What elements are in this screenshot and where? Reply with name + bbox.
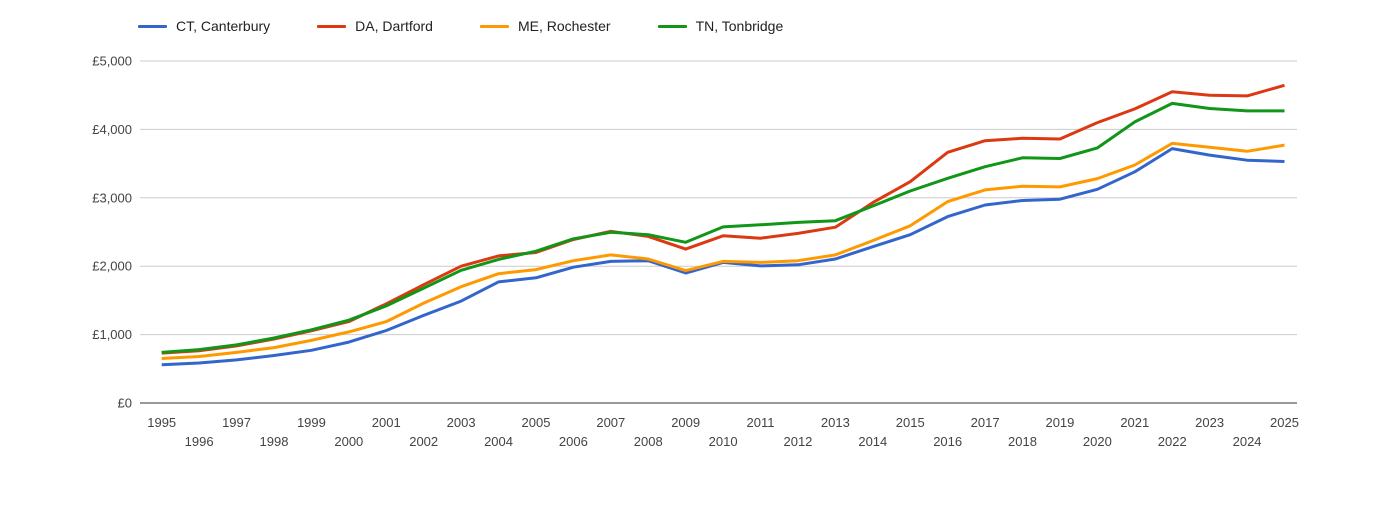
- legend-item-tn-tonbridge: TN, Tonbridge: [657, 18, 784, 34]
- x-tick-label: 2023: [1195, 415, 1224, 430]
- y-tick-label: £5,000: [92, 54, 132, 69]
- series-line-me[interactable]: [161, 141, 1285, 360]
- legend-item-me-rochester: ME, Rochester: [479, 18, 611, 34]
- x-tick-label: 1997: [222, 415, 251, 430]
- x-tick-label: 2017: [971, 415, 1000, 430]
- y-tick-label: £4,000: [92, 122, 132, 137]
- x-tick-label: 1995: [147, 415, 176, 430]
- x-tick-label: 2005: [522, 415, 551, 430]
- x-tick-label: 1999: [297, 415, 326, 430]
- x-tick-label: 2019: [1045, 415, 1074, 430]
- x-tick-label: 2006: [559, 434, 588, 449]
- x-tick-label: 2020: [1083, 434, 1112, 449]
- y-tick-label: £0: [118, 396, 132, 411]
- legend-label-tn-tonbridge: TN, Tonbridge: [695, 18, 784, 34]
- data-series[interactable]: [161, 83, 1285, 367]
- x-tick-label: 2021: [1120, 415, 1149, 430]
- legend-item-ct-canterbury: CT, Canterbury: [138, 18, 270, 34]
- legend-label-da-dartford: DA, Dartford: [355, 18, 433, 34]
- legend-swatch-ct-canterbury: [138, 24, 167, 28]
- y-axis-labels: £0 £1,000 £2,000 £3,000 £4,000 £5,000: [92, 54, 132, 411]
- x-tick-label: 2003: [447, 415, 476, 430]
- x-tick-label: 2004: [484, 434, 513, 449]
- x-tick-label: 2025: [1270, 415, 1299, 430]
- legend-item-da-dartford: DA, Dartford: [317, 18, 433, 34]
- y-tick-label: £3,000: [92, 190, 132, 205]
- chart-legend: CT, Canterbury DA, Dartford ME, Rocheste…: [138, 17, 783, 35]
- x-tick-label: 2016: [933, 434, 962, 449]
- y-tick-label: £1,000: [92, 327, 132, 342]
- x-tick-label: 2018: [1008, 434, 1037, 449]
- x-tick-label: 2015: [896, 415, 925, 430]
- legend-swatch-me-rochester: [479, 24, 509, 28]
- x-tick-label: 2002: [409, 434, 438, 449]
- x-tick-label: 2008: [634, 434, 663, 449]
- x-tick-label: 2013: [821, 415, 850, 430]
- legend-swatch-tn-tonbridge: [657, 24, 687, 28]
- legend-label-me-rochester: ME, Rochester: [517, 18, 611, 34]
- x-tick-label: 2011: [747, 415, 775, 430]
- x-axis-labels: 1995 1996 1997 1998 1999 2000 2001 2002 2003 2004…: [147, 415, 1299, 449]
- x-tick-label: 2014: [858, 434, 887, 449]
- x-tick-label: 1998: [260, 434, 289, 449]
- series-line-tn[interactable]: [161, 101, 1285, 354]
- x-tick-label: 2022: [1158, 434, 1187, 449]
- x-tick-label: 2012: [783, 434, 812, 449]
- x-tick-label: 2024: [1233, 434, 1262, 449]
- x-tick-label: 1996: [185, 434, 214, 449]
- x-tick-label: 2000: [334, 434, 363, 449]
- legend-swatch-da-dartford: [317, 24, 347, 28]
- legend-label-ct-canterbury: CT, Canterbury: [176, 18, 271, 34]
- x-tick-label: 2001: [372, 415, 401, 430]
- y-tick-label: £2,000: [92, 259, 132, 274]
- series-line-da[interactable]: [161, 83, 1285, 355]
- x-tick-label: 2009: [671, 415, 700, 430]
- series-line-ct[interactable]: [161, 147, 1285, 367]
- x-tick-label: 2007: [596, 415, 625, 430]
- x-tick-label: 2010: [709, 434, 738, 449]
